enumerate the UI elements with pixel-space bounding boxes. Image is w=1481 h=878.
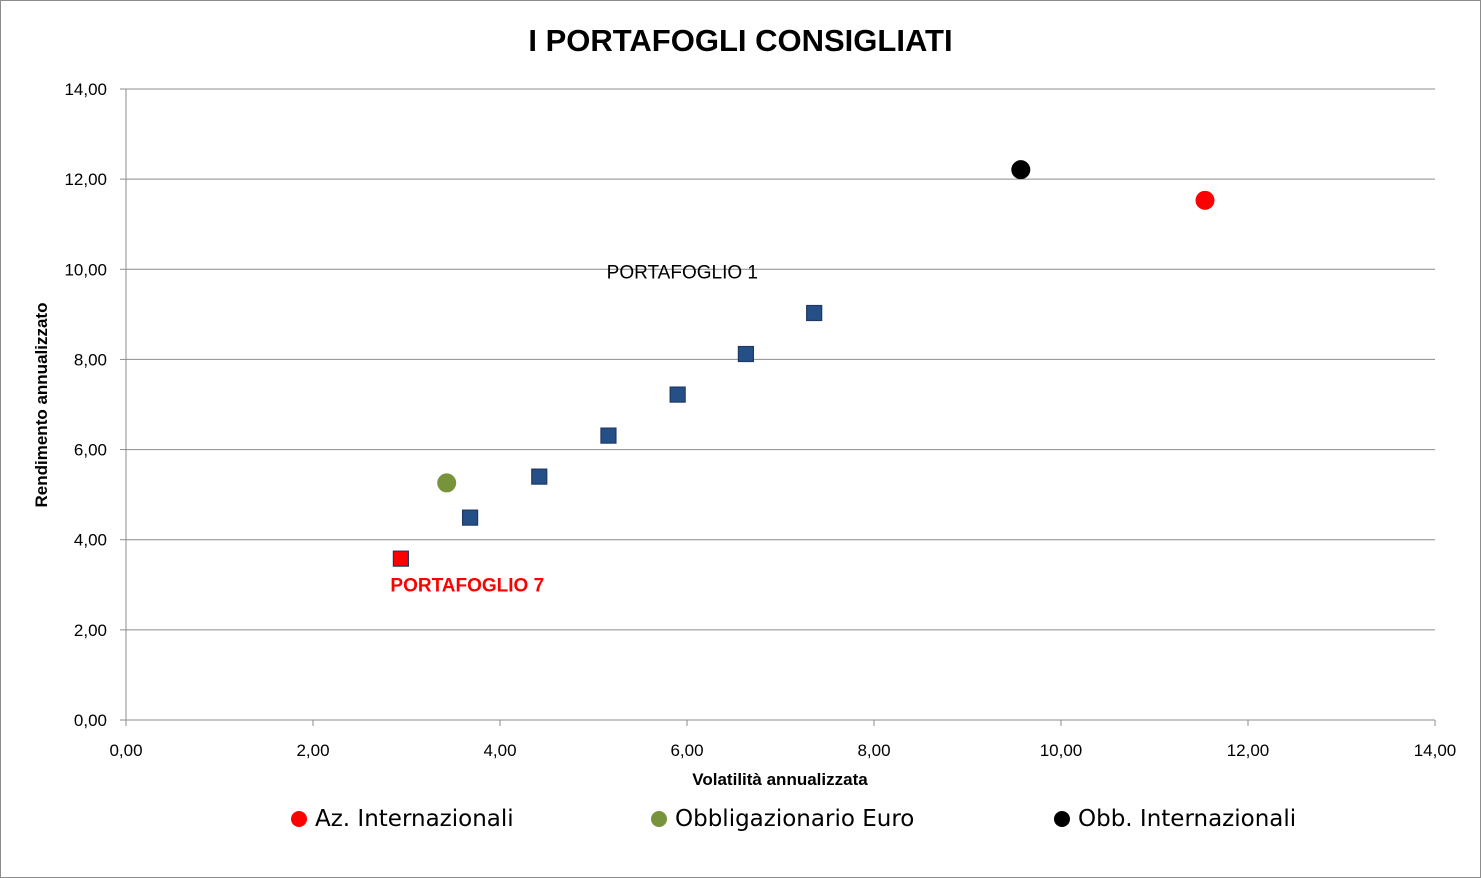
x-tick-label-4: 8,00 bbox=[857, 741, 890, 760]
portfolio-point-3 bbox=[669, 386, 686, 403]
y-tick-label-1: 2,00 bbox=[74, 621, 107, 640]
portfolio-point-6 bbox=[461, 509, 479, 526]
y-axis-label: Rendimento annualizzato bbox=[32, 303, 51, 508]
y-tick-label-0: 0,00 bbox=[74, 711, 107, 730]
legend-marker-icon bbox=[291, 811, 307, 827]
series-point-2-0 bbox=[1011, 160, 1031, 180]
x-tick-label-7: 14,00 bbox=[1414, 741, 1457, 760]
legend-label: Az. Internazionali bbox=[315, 806, 514, 832]
annotation-1: PORTAFOGLIO 7 bbox=[390, 576, 544, 597]
legend-marker-icon bbox=[651, 811, 667, 827]
grid-lines bbox=[126, 88, 1435, 631]
axes bbox=[120, 88, 1436, 726]
y-tick-label-3: 6,00 bbox=[74, 441, 107, 460]
scatter-plot: 0,00 2,00 4,00 6,00 8,00 10,00 12,00 14,00 0,00 2… bbox=[32, 80, 1456, 789]
legend-label: Obb. Internazionali bbox=[1078, 806, 1297, 832]
y-tick-label-7: 14,00 bbox=[64, 80, 107, 99]
series-point-0-0 bbox=[1195, 190, 1215, 210]
series-point-1-0 bbox=[437, 473, 457, 493]
y-tick-label-2: 4,00 bbox=[74, 531, 107, 550]
portfolio-point-5 bbox=[531, 468, 548, 485]
x-tick-label-1: 2,00 bbox=[296, 741, 329, 760]
y-tick-label-6: 12,00 bbox=[64, 170, 107, 189]
legend-marker-icon bbox=[1054, 811, 1070, 827]
portfolio-point-7 bbox=[392, 550, 409, 567]
y-tick-label-4: 8,00 bbox=[74, 350, 107, 369]
portfolio-point-4 bbox=[600, 427, 617, 444]
portfolio-point-2 bbox=[737, 345, 755, 363]
x-tick-label-6: 12,00 bbox=[1227, 741, 1270, 760]
chart-title: I PORTAFOGLI CONSIGLIATI bbox=[528, 23, 953, 58]
legend-item-2: Obb. Internazionali bbox=[1054, 801, 1296, 837]
annotation-0: PORTAFOGLIO 1 bbox=[607, 262, 758, 283]
x-tick-label-2: 4,00 bbox=[483, 741, 516, 760]
legend-item-0: Az. Internazionali bbox=[291, 801, 514, 837]
legend-label: Obbligazionario Euro bbox=[675, 806, 915, 832]
x-tick-label-0: 0,00 bbox=[109, 741, 142, 760]
x-tick-label-3: 6,00 bbox=[670, 741, 703, 760]
data-points bbox=[392, 160, 1215, 567]
portfolio-point-1 bbox=[806, 304, 823, 322]
legend: Az. Internazionali Obbligazionario Euro Ob… bbox=[1, 801, 1480, 837]
tick-labels: 0,00 2,00 4,00 6,00 8,00 10,00 12,00 14,00 0,00 2… bbox=[64, 80, 1456, 760]
annotations: PORTAFOGLIO 1 PORTAFOGLIO 7 bbox=[390, 262, 758, 596]
x-axis-label: Volatilità annualizzata bbox=[692, 770, 868, 789]
legend-item-1: Obbligazionario Euro bbox=[651, 801, 914, 837]
x-tick-label-5: 10,00 bbox=[1040, 741, 1083, 760]
y-tick-label-5: 10,00 bbox=[64, 260, 107, 279]
